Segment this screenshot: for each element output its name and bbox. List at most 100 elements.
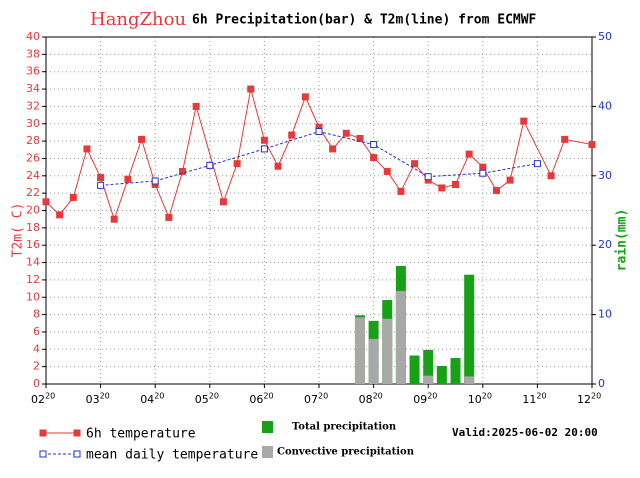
y-tick-label: 24: [26, 169, 40, 182]
y2-tick-label: 0: [598, 377, 605, 390]
legend-label: Convective precipitation: [277, 447, 415, 458]
point: [547, 172, 555, 180]
point: [397, 187, 405, 195]
x-tick-hour: 20: [373, 392, 383, 401]
point: [315, 128, 323, 136]
x-tick-label: 09: [413, 393, 427, 406]
y-tick-label: 18: [26, 221, 40, 234]
x-tick-hour: 20: [209, 392, 219, 401]
point: [110, 215, 118, 223]
y2-tick-label: 50: [598, 30, 612, 43]
x-tick-label: 12: [577, 393, 591, 406]
x-tick-hour: 20: [263, 392, 273, 401]
y-tick-label: 2: [33, 360, 40, 373]
point: [260, 136, 268, 144]
point: [438, 184, 446, 192]
point: [274, 162, 282, 170]
y-tick-label: 38: [26, 47, 40, 60]
line: [45, 88, 593, 221]
bar: [395, 291, 406, 384]
point: [301, 93, 309, 101]
point: [206, 161, 214, 169]
point: [452, 180, 459, 188]
point: [219, 198, 227, 206]
bar: [368, 338, 379, 384]
y-tick-label: 16: [26, 238, 40, 251]
x-tick-label: 05: [195, 393, 209, 406]
bar: [464, 274, 475, 384]
y2-tick-label: 30: [598, 169, 612, 182]
bar: [464, 376, 475, 384]
x-tick-hour: 20: [45, 392, 55, 401]
x-tick-label: 02: [31, 393, 45, 406]
y-tick-label: 32: [26, 99, 40, 112]
legend-marker: [73, 450, 81, 458]
bar: [409, 355, 420, 384]
valid-time: Valid:2025-06-02 20:00: [452, 426, 598, 439]
y-tick-label: 10: [26, 290, 40, 303]
point: [97, 174, 105, 182]
y-tick-label: 14: [26, 256, 40, 269]
legend-label: mean daily temperature: [86, 448, 258, 463]
legend-swatch: [262, 446, 273, 458]
point: [329, 145, 337, 153]
bar: [423, 349, 434, 384]
title-city: HangZhou: [90, 9, 186, 30]
point: [233, 160, 241, 168]
chart-title: 6h Precipitation(bar) & T2m(line) from E…: [192, 13, 537, 28]
point: [42, 198, 50, 206]
point: [247, 85, 255, 93]
y-tick-label: 34: [26, 82, 40, 95]
legend-swatch: [262, 421, 273, 433]
point: [370, 141, 378, 149]
legend-marker: [39, 429, 47, 437]
point: [69, 193, 77, 201]
point: [411, 160, 419, 168]
point: [151, 177, 159, 185]
point: [479, 163, 487, 171]
point: [370, 154, 378, 162]
x-tick-label: 08: [359, 393, 373, 406]
point: [342, 129, 350, 137]
y2-tick-label: 40: [598, 99, 612, 112]
x-tick-hour: 20: [427, 392, 437, 401]
x-tick-hour: 20: [154, 392, 164, 401]
point: [124, 175, 132, 183]
point: [56, 211, 64, 219]
x-tick-hour: 20: [482, 392, 492, 401]
point: [533, 160, 541, 168]
y2-axis-label: rain(mm): [615, 209, 630, 272]
y-tick-label: 30: [26, 117, 40, 130]
point: [288, 131, 296, 139]
bar: [450, 357, 461, 384]
x-tick-hour: 20: [100, 392, 110, 401]
point: [192, 102, 200, 110]
point: [492, 187, 500, 195]
y-tick-label: 0: [33, 377, 40, 390]
legend-marker: [73, 429, 81, 437]
point: [165, 213, 173, 221]
point: [465, 150, 473, 158]
x-tick-label: 06: [249, 393, 263, 406]
y2-tick-label: 10: [598, 308, 612, 321]
x-tick-label: 07: [304, 393, 318, 406]
bar: [382, 318, 393, 384]
point: [97, 181, 105, 189]
legend-marker: [39, 450, 47, 458]
y-tick-label: 22: [26, 186, 40, 199]
y-tick-label: 20: [26, 204, 40, 217]
bar: [354, 317, 365, 384]
point: [506, 176, 514, 184]
point: [179, 167, 186, 175]
x-tick-hour: 20: [318, 392, 328, 401]
y-tick-label: 12: [26, 273, 40, 286]
x-tick-label: 04: [140, 393, 154, 406]
y-tick-label: 26: [26, 151, 40, 164]
point: [561, 135, 569, 143]
x-tick-hour: 20: [536, 392, 546, 401]
point: [479, 169, 487, 177]
point: [424, 173, 432, 181]
x-tick-label: 03: [86, 393, 100, 406]
y-tick-label: 28: [26, 134, 40, 147]
legend-label: 6h temperature: [86, 427, 196, 442]
